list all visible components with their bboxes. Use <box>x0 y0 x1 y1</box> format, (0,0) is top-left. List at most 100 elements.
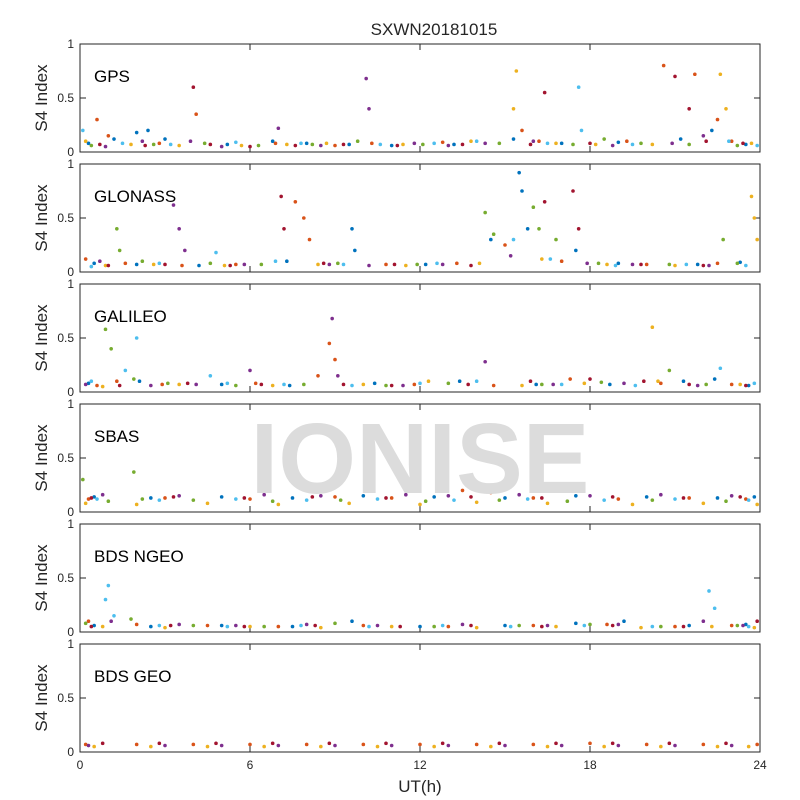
data-point <box>95 383 99 388</box>
data-point <box>616 622 621 627</box>
data-point <box>571 189 575 193</box>
data-point <box>234 623 238 628</box>
data-point <box>157 741 162 746</box>
data-point <box>659 624 663 629</box>
data-point <box>404 492 408 497</box>
data-point <box>310 495 315 499</box>
data-point <box>117 383 122 388</box>
data-point <box>616 743 621 748</box>
data-point <box>559 743 564 748</box>
data-point <box>746 383 751 388</box>
data-point <box>727 139 731 143</box>
panel-gps: 0 0.5 1 S4 Index GPS <box>32 37 761 159</box>
y-tick-label: 0 <box>67 145 74 159</box>
data-point <box>474 500 479 505</box>
series-bds-geo-3 <box>100 741 728 746</box>
data-point <box>151 262 156 267</box>
series-sbas-2 <box>83 500 759 507</box>
data-point <box>177 382 181 387</box>
data-point <box>721 237 725 242</box>
panel-frame <box>79 523 761 633</box>
data-point <box>171 203 176 207</box>
data-point <box>639 141 643 146</box>
data-point <box>384 741 388 746</box>
data-point <box>551 382 555 387</box>
data-point <box>542 200 547 204</box>
panel-frame <box>79 283 761 393</box>
data-point <box>568 377 572 381</box>
series-gps-1 <box>95 63 734 148</box>
data-point <box>520 189 524 193</box>
data-point <box>489 744 493 749</box>
data-point <box>347 142 351 147</box>
data-point <box>350 619 354 623</box>
data-point <box>364 76 368 81</box>
data-point <box>287 383 292 388</box>
data-point <box>208 261 213 266</box>
data-point <box>755 237 759 242</box>
data-point <box>650 325 655 330</box>
data-point <box>100 492 105 497</box>
data-point <box>520 128 524 133</box>
panels-group: 0 0.5 1 S4 Index GPS 0 0.5 1 S4 Index GLONASS 0 0.5… <box>32 37 761 759</box>
data-point <box>571 142 575 147</box>
data-point <box>248 624 252 629</box>
data-point <box>483 210 487 215</box>
data-point <box>333 495 337 499</box>
data-point <box>188 139 193 143</box>
data-point <box>166 381 170 386</box>
data-point <box>588 377 592 381</box>
data-point <box>112 614 116 618</box>
series-bds-ngeo-6 <box>89 619 759 629</box>
data-point <box>559 382 564 387</box>
data-point <box>316 374 320 378</box>
data-point <box>738 495 742 499</box>
data-point <box>115 227 119 231</box>
data-point <box>610 623 615 628</box>
data-point <box>695 383 700 388</box>
data-point <box>460 142 465 147</box>
data-point <box>576 227 581 231</box>
data-point <box>625 139 629 143</box>
data-point <box>681 379 686 384</box>
data-point <box>129 617 133 621</box>
data-point <box>744 383 748 388</box>
panel-bds-geo: 0 0.5 1 S4 Index BDS GEO <box>32 637 761 759</box>
panel-name-galileo: GALILEO <box>94 307 167 326</box>
data-point <box>585 261 589 266</box>
data-point <box>98 142 102 147</box>
data-point <box>89 379 94 384</box>
data-point <box>537 139 541 143</box>
data-point <box>129 142 133 147</box>
data-point <box>491 383 496 388</box>
series-sbas-1 <box>86 488 748 501</box>
data-point <box>234 383 238 388</box>
data-point <box>489 490 493 495</box>
panel-frame <box>79 403 761 513</box>
panel-sbas: 0 0.5 1 S4 Index SBAS <box>32 397 761 519</box>
data-point <box>432 495 436 499</box>
data-point <box>103 263 108 268</box>
data-point <box>418 624 422 629</box>
data-point <box>576 85 581 89</box>
data-point <box>511 107 516 111</box>
data-point <box>565 499 570 504</box>
data-point <box>395 143 400 148</box>
data-point <box>452 498 456 502</box>
data-point <box>341 382 346 387</box>
data-point <box>710 624 714 629</box>
data-point <box>219 144 224 149</box>
y-tick-label: 1 <box>67 517 74 531</box>
data-point <box>741 141 745 146</box>
data-point <box>554 741 558 746</box>
data-point <box>491 232 496 236</box>
series-galileo-4 <box>103 327 708 388</box>
data-point <box>333 143 337 148</box>
data-point <box>418 502 422 507</box>
data-point <box>89 143 94 148</box>
series-galileo-1 <box>95 341 734 388</box>
data-point <box>270 383 275 388</box>
data-point <box>729 623 734 628</box>
data-point <box>735 623 740 628</box>
